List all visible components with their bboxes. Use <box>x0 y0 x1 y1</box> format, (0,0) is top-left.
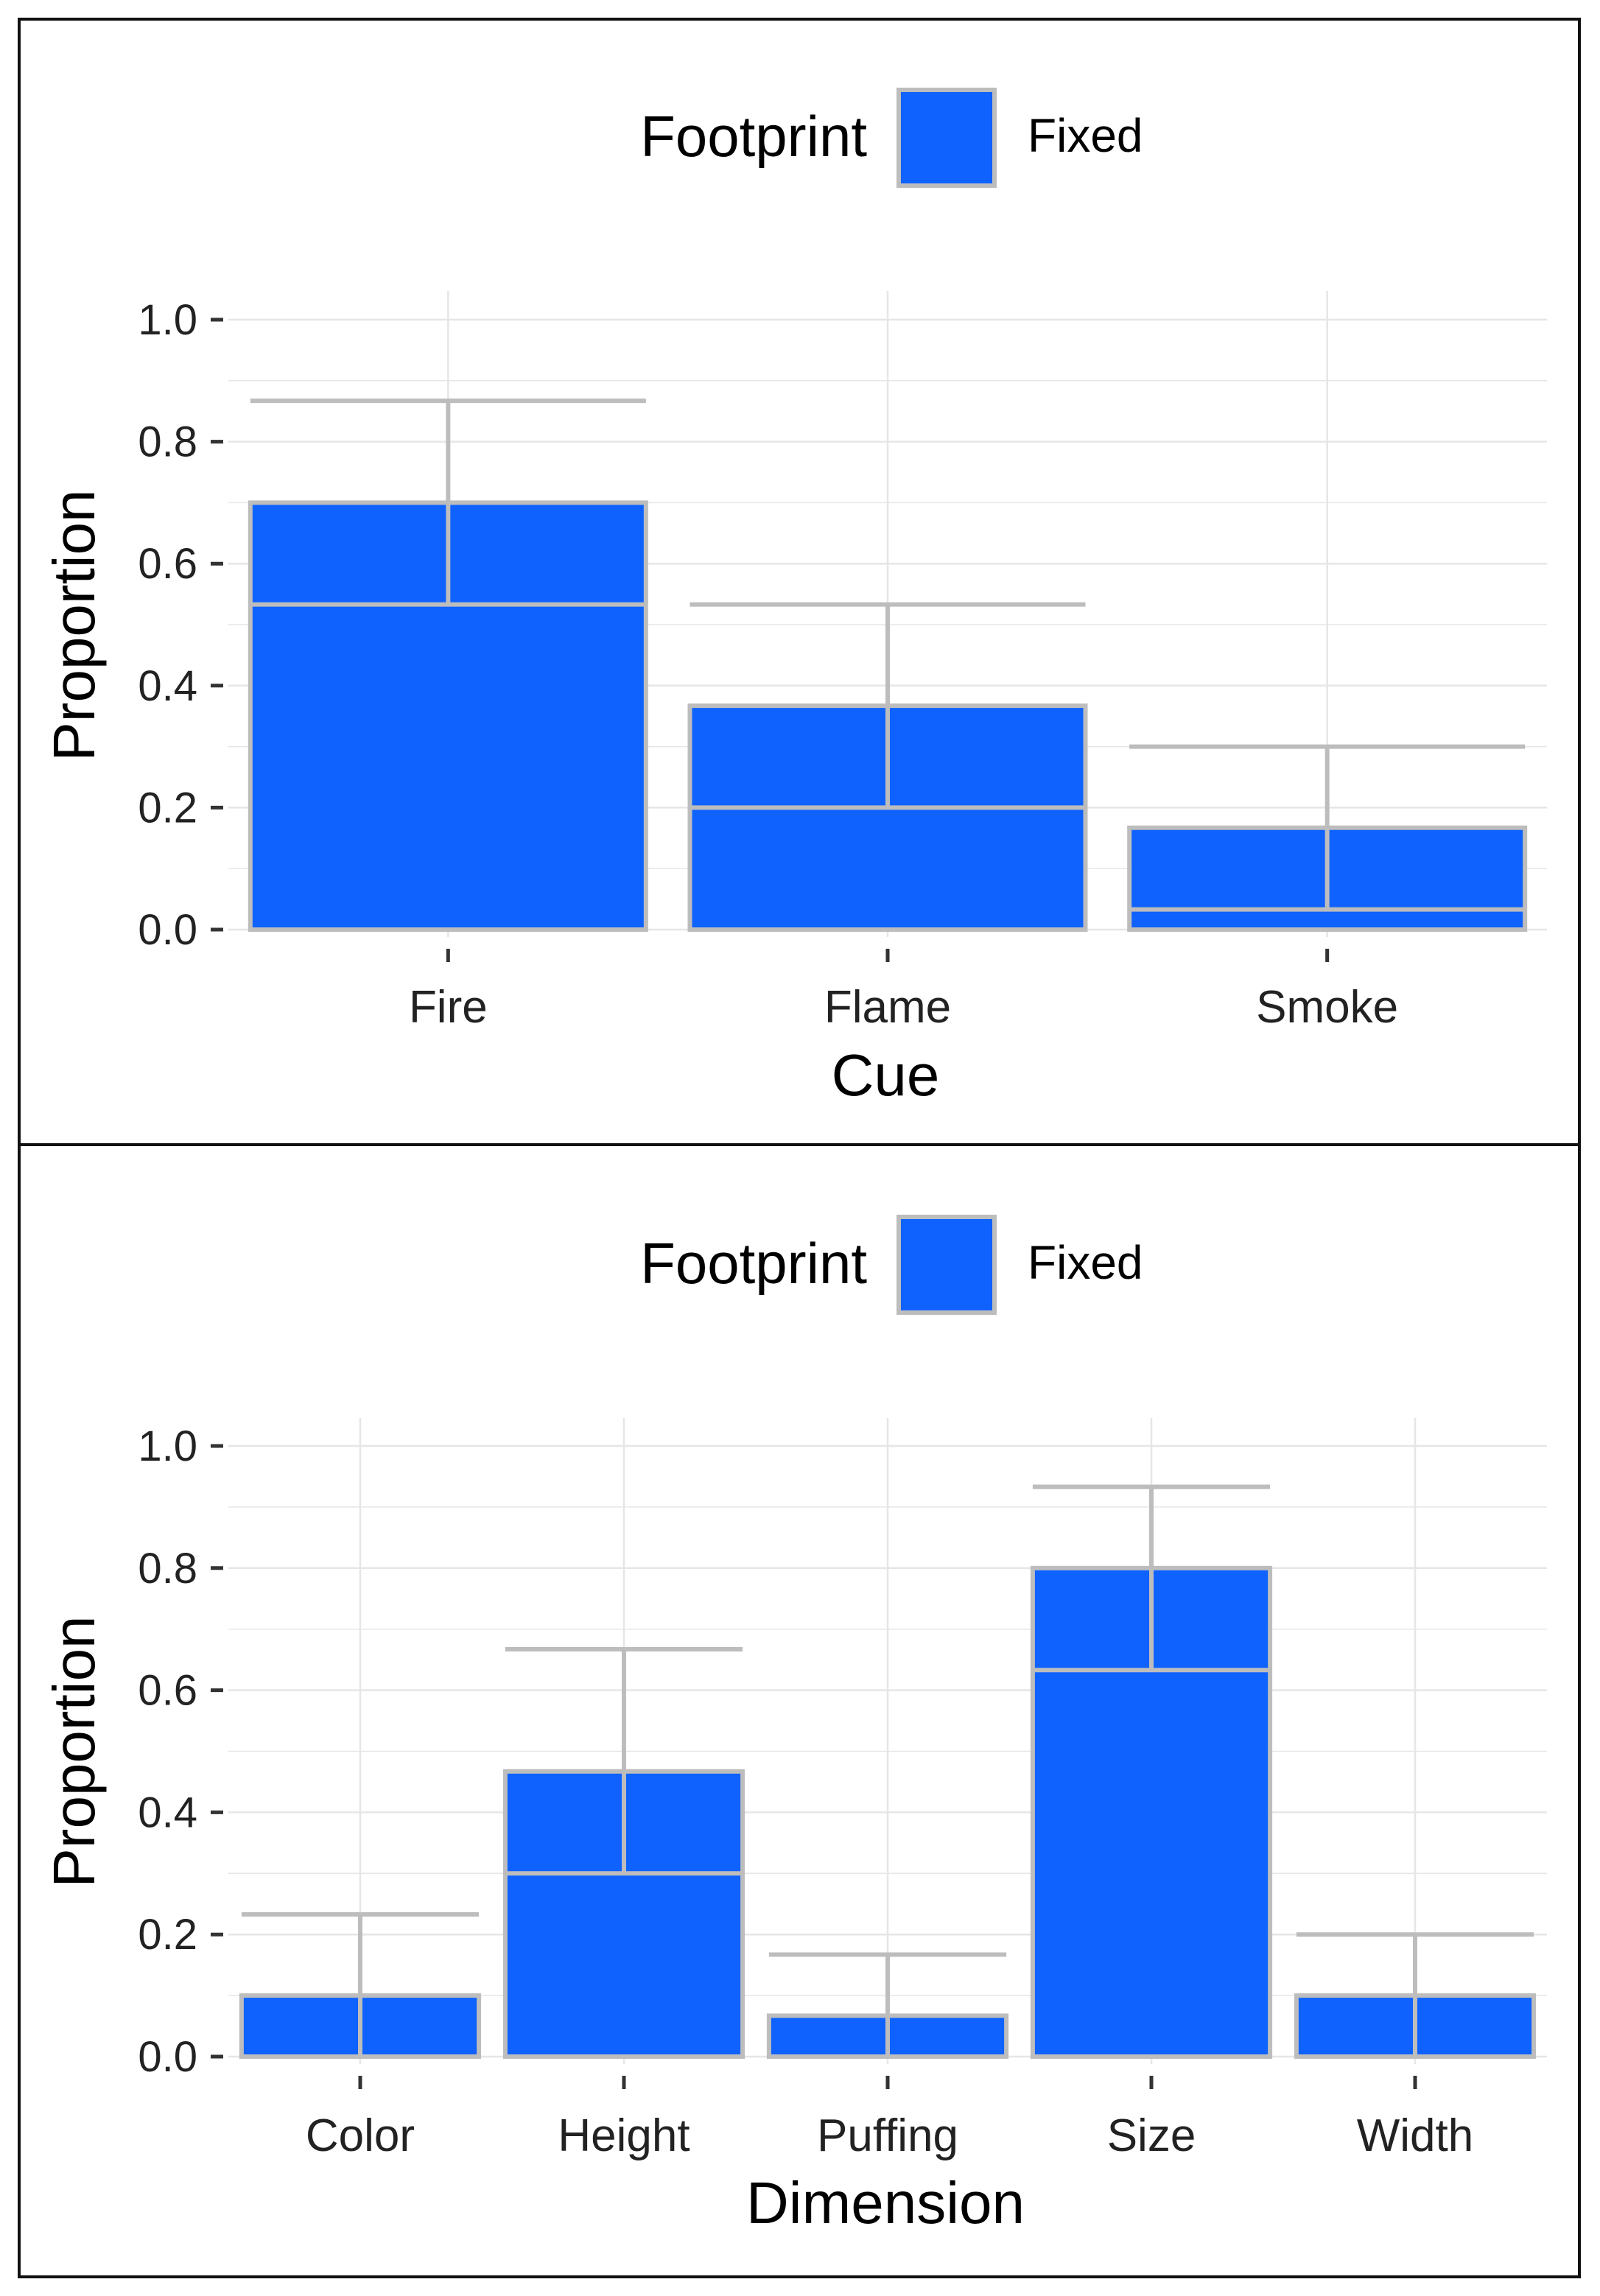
y-tick-label: 0.8 <box>138 1545 197 1593</box>
x-tick-label-smoke: Smoke <box>1256 982 1398 1033</box>
legend-entry-label: Fixed <box>1028 109 1143 162</box>
error-bar-flame <box>690 602 1086 810</box>
error-bar-puffing <box>768 1952 1007 2059</box>
x-tick-label-flame: Flame <box>824 982 951 1033</box>
x-tick-label-puffing: Puffing <box>817 2110 958 2161</box>
x-tick-label-size: Size <box>1107 2110 1196 2161</box>
y-tick-label: 0.4 <box>138 1788 197 1836</box>
cue-chart-panel: Footprint Fixed 0.0 0.2 0.4 0.6 0.8 1.0 Fire Fl… <box>18 18 1581 1146</box>
y-axis-title: Proportion <box>41 489 107 761</box>
x-tick-label-fire: Fire <box>409 982 488 1033</box>
legend-title: Footprint <box>640 104 867 169</box>
y-tick-label: 0.0 <box>138 2033 197 2081</box>
error-bar-smoke <box>1129 744 1526 912</box>
panel-border <box>18 1143 1581 2278</box>
x-axis-title: Dimension <box>746 2170 1025 2236</box>
error-bars <box>241 1484 1534 2059</box>
dimension-chart-panel: Footprint Fixed 0.0 0.2 0.4 0.6 0.8 1.0 Color H… <box>18 1143 1581 2278</box>
y-tick-label: 0.0 <box>138 906 197 954</box>
y-tick-label: 1.0 <box>138 1422 197 1470</box>
error-bar-height <box>505 1647 743 1876</box>
legend-key-swatch <box>897 88 997 188</box>
axes: 0.0 0.2 0.4 0.6 0.8 1.0 Fire Flame Smoke <box>138 296 1398 1033</box>
error-bars <box>250 399 1526 912</box>
y-tick-label: 0.2 <box>138 784 197 832</box>
x-tick-label-color: Color <box>306 2110 415 2161</box>
error-bar-size <box>1032 1484 1271 1673</box>
error-bar-fire <box>250 399 646 607</box>
axes: 0.0 0.2 0.4 0.6 0.8 1.0 Color Height Puffing Size… <box>138 1422 1473 2161</box>
error-bar-width <box>1296 1932 1534 2059</box>
y-axis-title: Proportion <box>41 1615 107 1887</box>
y-tick-label: 0.6 <box>138 1667 197 1715</box>
legend: Footprint Fixed <box>640 1215 1143 1315</box>
legend-key-swatch <box>897 1215 997 1315</box>
y-tick-label: 0.8 <box>138 418 197 466</box>
x-tick-label-width: Width <box>1357 2110 1473 2161</box>
y-tick-label: 0.2 <box>138 1911 197 1959</box>
x-axis-title: Cue <box>832 1042 940 1108</box>
error-bar-color <box>241 1911 480 2059</box>
legend: Footprint Fixed <box>640 88 1143 188</box>
legend-entry-label: Fixed <box>1028 1236 1143 1289</box>
y-tick-label: 0.6 <box>138 540 197 588</box>
y-tick-label: 0.4 <box>138 662 197 710</box>
x-tick-label-height: Height <box>558 2110 690 2161</box>
y-tick-label: 1.0 <box>138 296 197 344</box>
legend-title: Footprint <box>640 1231 867 1296</box>
